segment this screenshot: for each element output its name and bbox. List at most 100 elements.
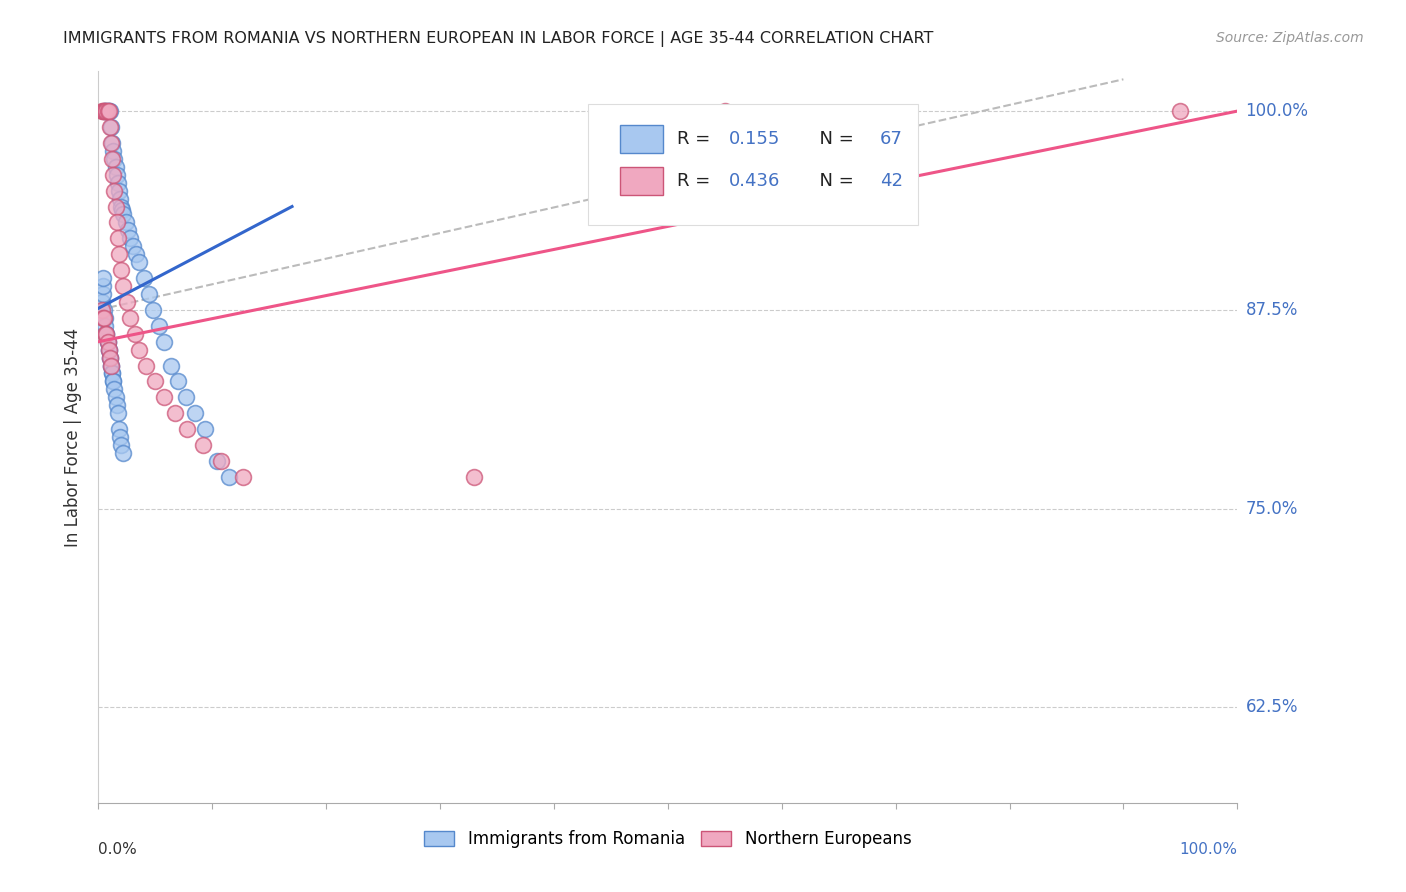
Point (114, 215, 136, 229)
Point (142, 302, 165, 317)
Text: 67: 67 (880, 130, 903, 148)
Point (90, 294, 112, 309)
Point (148, 318, 170, 333)
Point (98, 104, 121, 119)
Text: 100.0%: 100.0% (1180, 842, 1237, 856)
Text: N =: N = (808, 172, 859, 190)
Point (105, 398, 128, 412)
Text: 0.436: 0.436 (730, 172, 780, 190)
Point (145, 375, 167, 389)
Text: 0.155: 0.155 (730, 130, 780, 148)
Point (101, 367, 124, 381)
Point (91, 104, 114, 119)
Point (112, 207, 135, 221)
Point (209, 454, 232, 468)
Legend: Immigrants from Romania, Northern Europeans: Immigrants from Romania, Northern Europe… (416, 822, 920, 856)
Point (90, 302, 112, 317)
Point (103, 168, 125, 182)
Point (104, 390, 127, 404)
Point (167, 375, 190, 389)
Point (98, 351, 121, 365)
Point (714, 104, 737, 119)
Point (105, 215, 128, 229)
Point (101, 152, 124, 166)
Point (194, 422, 217, 436)
Point (104, 160, 127, 174)
Text: Source: ZipAtlas.com: Source: ZipAtlas.com (1216, 31, 1364, 45)
Text: N =: N = (808, 130, 859, 148)
Point (93, 104, 115, 119)
Point (205, 454, 228, 468)
Text: 42: 42 (880, 172, 903, 190)
Point (93, 310, 115, 325)
Point (94, 326, 117, 341)
Text: 100.0%: 100.0% (1246, 102, 1309, 120)
Point (153, 334, 176, 349)
Point (96, 104, 118, 119)
Point (90, 104, 112, 119)
Point (121, 239, 143, 253)
Point (111, 202, 134, 217)
Point (108, 247, 131, 261)
Point (93, 310, 115, 325)
Point (96, 334, 118, 349)
Point (94, 104, 117, 119)
Point (110, 438, 132, 452)
Point (108, 184, 131, 198)
Point (125, 247, 148, 261)
Point (120, 310, 142, 325)
Point (98, 120, 121, 134)
Point (96, 334, 118, 349)
Point (103, 144, 125, 158)
Point (163, 406, 186, 420)
Point (112, 446, 135, 460)
Point (105, 168, 128, 182)
Point (98, 351, 121, 365)
Point (107, 406, 129, 420)
Point (1170, 104, 1192, 119)
Point (93, 104, 115, 119)
Point (110, 263, 132, 277)
Point (91, 279, 114, 293)
Point (107, 176, 129, 190)
Text: R =: R = (676, 172, 716, 190)
Point (91, 287, 114, 301)
Point (96, 326, 118, 341)
Point (232, 470, 254, 484)
Point (100, 136, 122, 150)
Point (193, 438, 215, 452)
Point (100, 359, 122, 373)
Point (94, 310, 117, 325)
Bar (620, 126, 664, 153)
Point (100, 359, 122, 373)
Text: 75.0%: 75.0% (1246, 500, 1298, 517)
Point (93, 302, 115, 317)
Text: R =: R = (676, 130, 716, 148)
Point (107, 231, 129, 245)
Point (124, 326, 146, 341)
Point (101, 367, 124, 381)
Point (103, 375, 125, 389)
Point (103, 184, 125, 198)
Point (96, 104, 118, 119)
Point (138, 287, 160, 301)
Point (90, 302, 112, 317)
Point (100, 120, 122, 134)
Point (128, 255, 150, 269)
Point (160, 359, 183, 373)
Point (104, 200, 127, 214)
Point (176, 422, 198, 436)
Point (96, 326, 118, 341)
Point (174, 390, 197, 404)
Point (97, 104, 120, 119)
Point (97, 343, 120, 357)
Point (115, 294, 138, 309)
Y-axis label: In Labor Force | Age 35-44: In Labor Force | Age 35-44 (65, 327, 83, 547)
Point (94, 318, 117, 333)
Point (132, 271, 155, 285)
Point (91, 271, 114, 285)
Point (153, 390, 176, 404)
Text: 0.0%: 0.0% (98, 842, 138, 856)
Bar (620, 167, 664, 195)
Point (135, 359, 157, 373)
